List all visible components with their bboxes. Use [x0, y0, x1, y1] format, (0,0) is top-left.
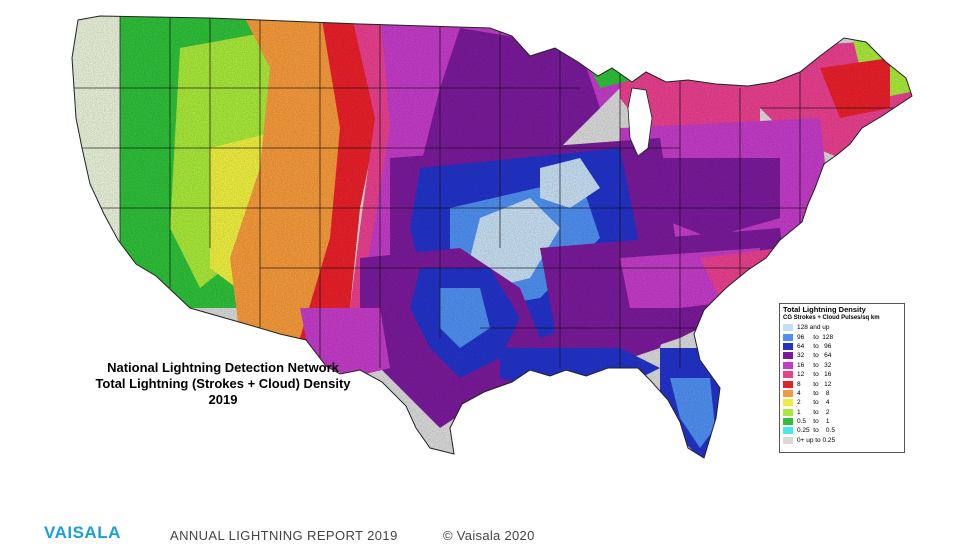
map-title-line-2: Total Lightning (Strokes + Cloud) Densit…	[95, 376, 351, 391]
legend-entry: 8 to 12	[783, 379, 901, 388]
lake-michigan	[627, 87, 653, 157]
us-map-graphic	[71, 15, 913, 459]
map-title: National Lightning Detection Network Tot…	[88, 360, 358, 408]
legend-entry-label: 0.25 to 0.5	[797, 427, 835, 435]
map-title-line-1: National Lightning Detection Network	[107, 360, 339, 375]
legend-entry: 0.5 to 1	[783, 417, 901, 426]
legend-swatch	[783, 389, 793, 397]
copyright-notice: © Vaisala 2020	[443, 528, 535, 543]
legend-entry: 12 to 16	[783, 370, 901, 379]
legend-swatch	[783, 399, 793, 407]
legend-entry: 1 to 2	[783, 408, 901, 417]
vaisala-logo: VAISALA	[44, 523, 121, 542]
legend-swatch	[783, 352, 793, 360]
legend-entry-label: 1 to 2	[797, 408, 830, 416]
legend-entry: 16 to 32	[783, 361, 901, 370]
legend-entry-label: 128 and up	[797, 324, 830, 332]
legend-entry: 0.25 to 0.5	[783, 426, 901, 435]
legend-rows: 128 and up 96 to 128 64 to 96 32 to 64 16 to…	[783, 323, 901, 445]
legend-entry: 64 to 96	[783, 342, 901, 351]
legend-swatch	[783, 361, 793, 369]
legend-title: Total Lightning Density	[783, 305, 866, 314]
legend-entry: 4 to 8	[783, 389, 901, 398]
map-title-line-3: 2019	[208, 392, 238, 407]
legend-entry-label: 64 to 96	[797, 342, 832, 350]
legend-entry: 0+ up to 0.25	[783, 436, 901, 445]
legend-swatch	[783, 408, 793, 416]
legend-entry: 96 to 128	[783, 332, 901, 341]
legend-swatch	[783, 427, 793, 435]
legend-entry-label: 8 to 12	[797, 380, 832, 388]
density-legend: Total Lightning Density CG Strokes + Clo…	[779, 303, 905, 453]
legend-swatch	[783, 333, 793, 341]
legend-swatch	[783, 418, 793, 426]
legend-swatch	[783, 380, 793, 388]
us-outline	[71, 15, 913, 459]
legend-swatch	[783, 342, 793, 350]
report-name: ANNUAL LIGHTNING REPORT 2019	[170, 528, 398, 543]
legend-entry: 2 to 4	[783, 398, 901, 407]
legend-entry-label: 12 to 16	[797, 371, 832, 379]
legend-swatch	[783, 324, 793, 332]
legend-entry-label: 0.5 to 1	[797, 418, 830, 426]
legend-swatch	[783, 371, 793, 379]
lightning-density-map	[60, 8, 930, 478]
legend-entry-label: 16 to 32	[797, 361, 832, 369]
legend-entry: 32 to 64	[783, 351, 901, 360]
legend-subtitle: CG Strokes + Cloud Pulses/sq km	[783, 315, 880, 321]
legend-entry: 128 and up	[783, 323, 901, 332]
legend-swatch	[783, 436, 793, 444]
legend-entry-label: 32 to 64	[797, 352, 832, 360]
legend-entry-label: 2 to 4	[797, 399, 830, 407]
legend-entry-label: 96 to 128	[797, 333, 834, 341]
legend-entry-label: 0+ up to 0.25	[797, 436, 836, 444]
legend-entry-label: 4 to 8	[797, 389, 830, 397]
